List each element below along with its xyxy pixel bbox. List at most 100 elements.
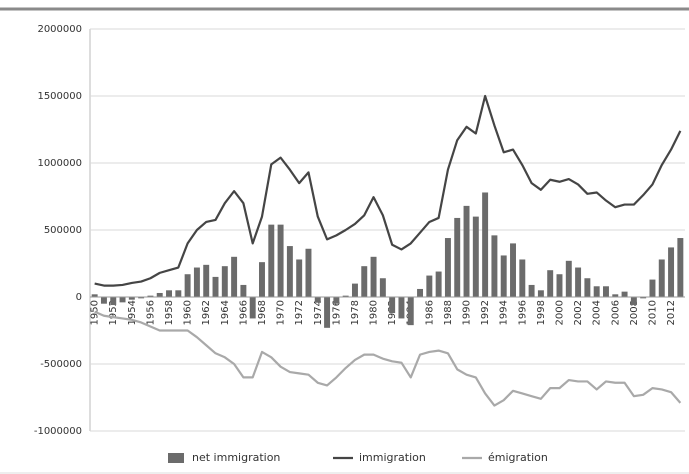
bar — [100, 297, 107, 304]
bar — [296, 259, 303, 297]
x-tick-label: 1962 — [201, 300, 212, 325]
x-tick-label: 1986 — [424, 300, 435, 325]
bar — [444, 238, 451, 297]
bar — [668, 247, 675, 297]
legend-label: immigration — [359, 451, 426, 464]
bar — [110, 297, 117, 306]
x-tick-label: 1980 — [369, 300, 380, 325]
bar — [649, 279, 656, 297]
bar — [324, 297, 331, 328]
bar — [435, 271, 442, 297]
y-tick-label: 500000 — [44, 225, 82, 236]
bar — [138, 297, 145, 299]
x-tick-label: 1954 — [127, 300, 138, 325]
bar — [547, 270, 554, 297]
bar — [612, 294, 619, 297]
bar — [426, 275, 433, 297]
bar — [147, 295, 154, 297]
bar — [249, 297, 256, 319]
bar — [203, 264, 210, 297]
bar — [463, 205, 470, 297]
x-tick-label: 1992 — [480, 300, 491, 325]
x-tick-label: 1998 — [536, 300, 547, 325]
x-tick-label: 2012 — [666, 300, 677, 325]
x-tick-label: 1968 — [257, 300, 268, 325]
x-tick-label: 1958 — [164, 300, 175, 325]
y-tick-label: 1500000 — [37, 91, 82, 102]
x-tick-label: 2006 — [610, 300, 621, 325]
x-tick-label: 2004 — [592, 300, 603, 325]
bar — [491, 235, 498, 297]
line — [94, 310, 682, 407]
bar — [621, 291, 628, 297]
bar — [175, 290, 182, 297]
bar — [268, 224, 275, 297]
x-tick-label: 2010 — [647, 300, 658, 325]
x-tick-label: 1956 — [145, 300, 156, 325]
bar — [482, 192, 489, 297]
y-tick-label: 2000000 — [37, 24, 82, 35]
bar — [417, 288, 424, 297]
x-tick-label: 1974 — [313, 300, 324, 325]
legend-swatch — [168, 453, 184, 463]
bar — [519, 259, 526, 297]
bar — [314, 297, 321, 303]
x-tick-label: 2000 — [554, 300, 565, 325]
bar — [510, 243, 516, 297]
bar — [277, 224, 284, 297]
bar — [193, 267, 200, 297]
bar — [351, 283, 358, 297]
legend-label: émigration — [488, 451, 548, 464]
line — [94, 94, 682, 287]
bar — [575, 267, 582, 297]
bar — [528, 284, 535, 297]
legend-label: net immigration — [192, 451, 280, 464]
bar — [389, 297, 396, 314]
x-tick-label: 1960 — [183, 300, 194, 325]
bar — [556, 274, 563, 297]
bar — [231, 256, 238, 297]
bar — [500, 255, 507, 297]
x-tick-label: 2008 — [629, 300, 640, 325]
bar — [593, 286, 600, 297]
y-tick-label: -1000000 — [34, 426, 82, 437]
x-tick-label: 1990 — [462, 300, 473, 325]
bar — [630, 297, 637, 306]
x-tick-label: 1996 — [517, 300, 528, 325]
bar — [640, 297, 647, 299]
bar — [379, 278, 386, 297]
bar — [286, 246, 293, 297]
bar — [603, 286, 609, 297]
x-tick-label: 1966 — [238, 300, 249, 325]
x-tick-label: 1976 — [331, 300, 342, 325]
x-tick-label: 2002 — [573, 300, 584, 325]
bar — [128, 297, 135, 300]
bar — [398, 297, 405, 319]
bar — [259, 262, 265, 297]
bar — [166, 290, 172, 297]
x-tick-label: 1952 — [108, 300, 119, 325]
bar — [361, 266, 368, 297]
bar — [212, 276, 219, 297]
y-tick-label: -500000 — [40, 359, 82, 370]
bar — [184, 274, 191, 297]
bar — [472, 216, 479, 297]
bar — [221, 266, 228, 297]
bar — [454, 217, 461, 297]
x-tick-label: 1978 — [350, 300, 361, 325]
bar — [156, 292, 163, 297]
bar — [677, 238, 684, 297]
bar — [584, 278, 591, 297]
bar — [342, 295, 349, 297]
x-tick-label: 1988 — [443, 300, 454, 325]
bar — [537, 290, 544, 297]
x-tick-label: 1972 — [294, 300, 305, 325]
x-tick-label: 1994 — [499, 300, 510, 325]
x-tick-label: 1970 — [276, 300, 287, 325]
bar — [91, 294, 98, 297]
bar — [658, 259, 665, 297]
bar — [119, 297, 126, 303]
y-tick-label: 1000000 — [37, 158, 82, 169]
bar — [240, 284, 247, 297]
